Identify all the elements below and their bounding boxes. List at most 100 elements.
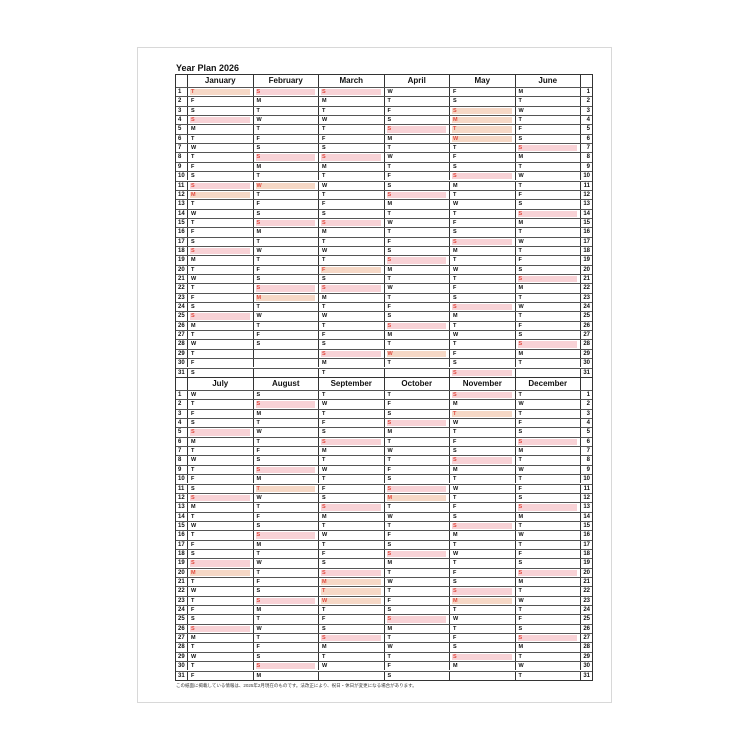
day-cell[interactable]: W: [318, 181, 384, 190]
day-cell[interactable]: W: [514, 531, 581, 540]
day-cell[interactable]: S: [252, 340, 319, 349]
day-cell[interactable]: T: [252, 568, 319, 577]
day-cell[interactable]: T: [318, 368, 384, 377]
day-cell[interactable]: S: [449, 106, 515, 116]
day-cell[interactable]: T: [514, 312, 581, 321]
day-cell[interactable]: S: [252, 391, 319, 400]
day-cell[interactable]: M: [383, 331, 450, 340]
day-cell[interactable]: S: [514, 209, 581, 218]
day-cell[interactable]: S: [383, 116, 450, 125]
day-cell[interactable]: [252, 359, 319, 368]
day-cell[interactable]: S: [252, 456, 319, 465]
day-cell[interactable]: T: [449, 321, 515, 331]
day-cell[interactable]: F: [383, 106, 450, 116]
day-cell[interactable]: T: [318, 540, 384, 549]
day-cell[interactable]: F: [514, 125, 581, 134]
day-cell[interactable]: M: [449, 312, 515, 321]
day-cell[interactable]: S: [514, 275, 581, 284]
day-cell[interactable]: F: [252, 200, 319, 209]
day-cell[interactable]: S: [514, 428, 581, 437]
day-cell[interactable]: T: [514, 671, 581, 680]
day-cell[interactable]: T: [449, 340, 515, 349]
day-cell[interactable]: W: [252, 246, 319, 256]
day-cell[interactable]: T: [383, 228, 450, 237]
day-cell[interactable]: M: [252, 540, 319, 549]
day-cell[interactable]: M: [318, 97, 384, 106]
day-cell[interactable]: M: [318, 578, 384, 587]
day-cell[interactable]: M: [187, 503, 253, 512]
day-cell[interactable]: W: [514, 465, 581, 475]
day-cell[interactable]: S: [449, 521, 515, 531]
day-cell[interactable]: T: [514, 652, 581, 662]
day-cell[interactable]: M: [514, 88, 581, 97]
day-cell[interactable]: T: [187, 331, 253, 340]
day-cell[interactable]: F: [187, 359, 253, 368]
day-cell[interactable]: W: [383, 512, 450, 521]
day-cell[interactable]: F: [252, 447, 319, 456]
day-cell[interactable]: F: [383, 237, 450, 246]
day-cell[interactable]: M: [252, 671, 319, 680]
day-cell[interactable]: T: [187, 512, 253, 521]
day-cell[interactable]: W: [383, 643, 450, 652]
day-cell[interactable]: M: [187, 634, 253, 643]
day-cell[interactable]: S: [318, 144, 384, 153]
day-cell[interactable]: T: [187, 447, 253, 456]
day-cell[interactable]: T: [383, 209, 450, 218]
day-cell[interactable]: M: [187, 125, 253, 134]
day-cell[interactable]: M: [187, 321, 253, 331]
day-cell[interactable]: S: [449, 391, 515, 400]
day-cell[interactable]: S: [449, 303, 515, 312]
day-cell[interactable]: S: [318, 634, 384, 643]
day-cell[interactable]: W: [514, 662, 581, 671]
day-cell[interactable]: T: [449, 559, 515, 568]
day-cell[interactable]: F: [383, 596, 450, 606]
day-cell[interactable]: F: [187, 606, 253, 615]
day-cell[interactable]: W: [449, 615, 515, 624]
day-cell[interactable]: S: [514, 437, 581, 447]
day-cell[interactable]: W: [252, 428, 319, 437]
day-cell[interactable]: W: [318, 400, 384, 409]
day-cell[interactable]: S: [449, 368, 515, 377]
day-cell[interactable]: T: [252, 321, 319, 331]
day-cell[interactable]: M: [514, 218, 581, 228]
day-cell[interactable]: M: [187, 190, 253, 200]
day-cell[interactable]: S: [449, 359, 515, 368]
day-cell[interactable]: F: [383, 400, 450, 409]
day-cell[interactable]: F: [318, 615, 384, 624]
day-cell[interactable]: S: [449, 172, 515, 181]
day-cell[interactable]: S: [383, 181, 450, 190]
day-cell[interactable]: S: [449, 97, 515, 106]
day-cell[interactable]: T: [383, 587, 450, 596]
day-cell[interactable]: S: [252, 596, 319, 606]
day-cell[interactable]: T: [318, 409, 384, 419]
day-cell[interactable]: F: [514, 549, 581, 559]
day-cell[interactable]: M: [318, 512, 384, 521]
day-cell[interactable]: W: [187, 275, 253, 284]
day-cell[interactable]: S: [383, 312, 450, 321]
day-cell[interactable]: T: [514, 293, 581, 303]
day-cell[interactable]: T: [318, 125, 384, 134]
day-cell[interactable]: T: [449, 190, 515, 200]
day-cell[interactable]: T: [318, 391, 384, 400]
day-cell[interactable]: S: [514, 134, 581, 144]
day-cell[interactable]: M: [318, 447, 384, 456]
day-cell[interactable]: T: [383, 340, 450, 349]
day-cell[interactable]: S: [383, 321, 450, 331]
day-cell[interactable]: T: [252, 419, 319, 428]
day-cell[interactable]: F: [449, 634, 515, 643]
day-cell[interactable]: F: [187, 162, 253, 172]
day-cell[interactable]: T: [318, 237, 384, 246]
day-cell[interactable]: F: [187, 540, 253, 549]
day-cell[interactable]: S: [318, 153, 384, 162]
day-cell[interactable]: S: [187, 106, 253, 116]
day-cell[interactable]: M: [449, 400, 515, 409]
day-cell[interactable]: S: [252, 662, 319, 671]
day-cell[interactable]: W: [449, 265, 515, 274]
day-cell[interactable]: W: [318, 312, 384, 321]
day-cell[interactable]: M: [514, 284, 581, 293]
day-cell[interactable]: T: [383, 391, 450, 400]
day-cell[interactable]: M: [318, 643, 384, 652]
day-cell[interactable]: S: [252, 275, 319, 284]
day-cell[interactable]: T: [318, 190, 384, 200]
day-cell[interactable]: W: [514, 106, 581, 116]
